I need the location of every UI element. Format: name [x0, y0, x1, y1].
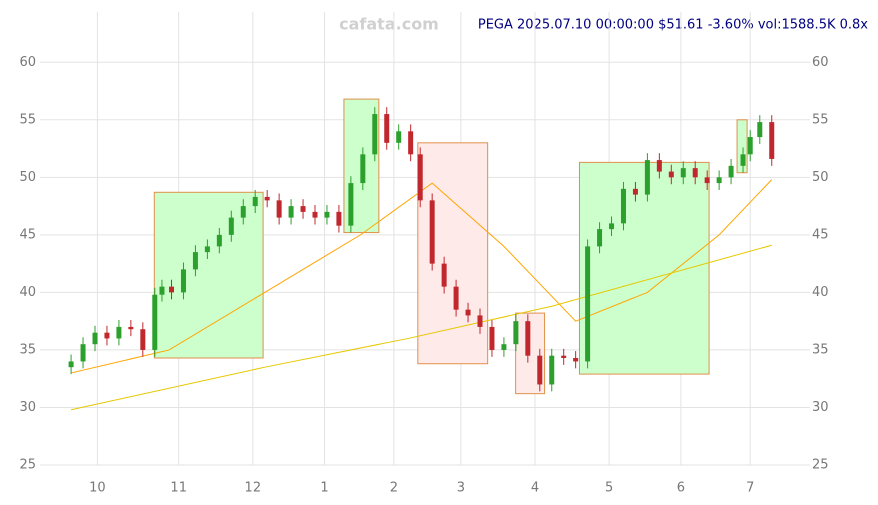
candle-body [632, 188, 638, 195]
y-tick-label: 30 [812, 400, 829, 415]
y-tick-label: 55 [19, 112, 36, 127]
candle-body [525, 321, 531, 356]
candle-body [728, 165, 734, 178]
candle-body [180, 269, 186, 293]
candle-body [240, 206, 246, 218]
candle-body [489, 326, 495, 350]
candle-body [585, 246, 591, 362]
candle-body [716, 177, 722, 184]
candle-body [336, 211, 342, 226]
chart-title: PEGA 2025.07.10 00:00:00 $51.61 -3.60% v… [478, 18, 868, 33]
ma-line [70, 179, 773, 374]
candle-body [159, 286, 165, 295]
x-tick-label: 1 [320, 481, 328, 496]
candle-body [288, 206, 294, 218]
ma-line [70, 244, 772, 411]
candle-body [384, 114, 390, 143]
x-tick-label: 10 [89, 481, 106, 496]
candle-body [104, 332, 110, 339]
candle-body [264, 196, 270, 201]
candle-body [396, 131, 402, 143]
candle-body [192, 252, 198, 270]
candle-body [80, 344, 86, 362]
candle-body [477, 315, 483, 327]
x-tick-label: 2 [390, 481, 398, 496]
zone [736, 119, 748, 174]
candle-body [757, 122, 763, 138]
y-tick-label: 45 [812, 227, 829, 242]
y-tick-label: 30 [19, 400, 36, 415]
candle-body [116, 326, 122, 339]
y-tick-label: 55 [812, 112, 829, 127]
x-tick-label: 3 [457, 481, 465, 496]
candle-body [360, 154, 366, 184]
candle-body [312, 211, 318, 218]
candle-body [372, 114, 378, 155]
x-tick-label: 7 [746, 481, 754, 496]
candle-body [747, 137, 753, 155]
candle-body [140, 329, 146, 350]
y-tick-label: 60 [19, 55, 36, 70]
candle-body [597, 229, 603, 247]
candle-body [152, 294, 158, 350]
candle-body [216, 234, 222, 247]
candle-body [620, 188, 626, 224]
candle-body [609, 223, 615, 230]
y-tick-label: 50 [812, 170, 829, 185]
x-tick-label: 6 [677, 481, 685, 496]
candle-body [537, 355, 543, 385]
zone [417, 142, 489, 365]
candle-body [408, 131, 414, 155]
candle-body [513, 321, 519, 345]
candle-body [501, 344, 507, 350]
candle-body [561, 355, 567, 358]
candle-body [417, 154, 423, 201]
candle-body [276, 200, 282, 218]
x-tick-label: 5 [605, 481, 613, 496]
candle-body [228, 217, 234, 235]
y-tick-label: 60 [812, 55, 829, 70]
candle-body [769, 122, 775, 159]
candle-body [128, 326, 134, 330]
candle-body [704, 177, 710, 184]
y-tick-label: 25 [812, 458, 829, 473]
candle-body [324, 211, 330, 218]
y-tick-label: 40 [812, 285, 829, 300]
candle-body [453, 286, 459, 310]
candle-body [680, 168, 686, 178]
y-tick-label: 45 [19, 227, 36, 242]
candle-body [348, 183, 354, 226]
watermark: cafata.com [339, 15, 439, 34]
candle-body [549, 355, 555, 385]
candle-body [465, 309, 471, 316]
candle-body [573, 357, 579, 362]
candle-body [92, 332, 98, 345]
y-tick-label: 35 [19, 342, 36, 357]
candle-body [204, 246, 210, 253]
candle-body [68, 361, 74, 368]
x-tick-label: 12 [245, 481, 262, 496]
x-tick-label: 11 [170, 481, 187, 496]
candle-body [668, 171, 674, 178]
candle-body [644, 160, 650, 195]
zone [153, 191, 264, 359]
candle-body [441, 263, 447, 287]
candle-body [169, 286, 175, 293]
y-tick-label: 40 [19, 285, 36, 300]
candle-body [692, 168, 698, 178]
candle-body [429, 200, 435, 264]
y-tick-label: 25 [19, 458, 36, 473]
y-tick-label: 50 [19, 170, 36, 185]
x-tick-label: 4 [531, 481, 539, 496]
y-tick-label: 35 [812, 342, 829, 357]
candle-body [252, 196, 258, 207]
candle-body [740, 154, 746, 166]
candle-body [656, 160, 662, 172]
candle-body [300, 206, 306, 212]
